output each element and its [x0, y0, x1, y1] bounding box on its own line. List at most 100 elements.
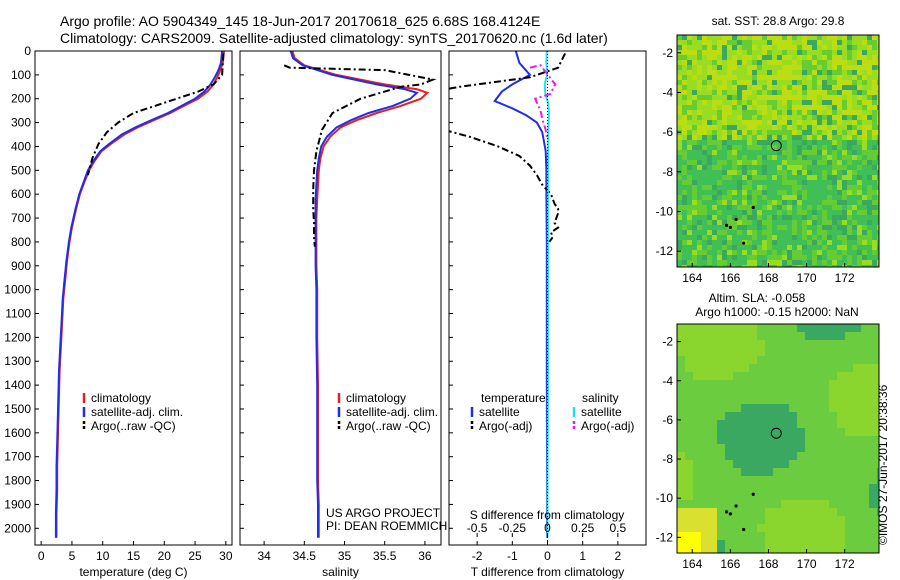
- y-tick-label: -4: [662, 86, 673, 100]
- top-x-tick-label: -0.5: [467, 521, 488, 535]
- x-tick-label: 170: [797, 271, 817, 285]
- map-title-line-2: Argo h1000: -0.15 h2000: NaN: [695, 305, 858, 319]
- series-line-1: [291, 51, 430, 538]
- map-frame: [676, 34, 880, 268]
- map-title-line-1: sat. SST: 28.8 Argo: 29.8: [712, 14, 845, 28]
- legend-label-4: Argo(-adj): [581, 419, 634, 433]
- x-tick-label: -2: [472, 549, 483, 563]
- x-tick-label: 164: [682, 557, 702, 571]
- y-tick-label: -4: [662, 374, 673, 388]
- y-tick-label: 400: [11, 139, 31, 153]
- float-position: [734, 217, 738, 222]
- x-tick-label: 25: [188, 549, 202, 563]
- y-tick-label: -12: [656, 530, 674, 544]
- profile-location-marker: [770, 427, 782, 439]
- legend-label-1: climatology: [91, 391, 151, 405]
- y-tick-label: 1400: [4, 378, 31, 392]
- y-tick-label: 800: [11, 235, 31, 249]
- x-tick-label: 172: [835, 271, 855, 285]
- legend-label-2: satellite-adj. clim.: [346, 405, 438, 419]
- float-position: [742, 241, 746, 245]
- x-tick-label: 168: [758, 557, 778, 571]
- x-axis-label: salinity: [322, 565, 359, 579]
- heatmap-cells: [677, 35, 879, 267]
- header-line-2: Climatology: CARS2009. Satellite-adjuste…: [60, 30, 608, 46]
- legend-group-temperature: temperature: [481, 391, 546, 405]
- y-tick-label: 100: [11, 68, 31, 82]
- heatmap-cells: [677, 324, 879, 553]
- map-frame: [676, 323, 880, 554]
- x-tick-label: 172: [835, 557, 855, 571]
- series-line-4: [529, 64, 557, 138]
- x-tick-label: 34.5: [293, 549, 317, 563]
- y-tick-label: 1100: [5, 307, 31, 321]
- x-axis-label: temperature (deg C): [79, 565, 187, 579]
- x-tick-label: 170: [797, 557, 817, 571]
- series-line-3: [543, 51, 550, 538]
- y-tick-label: 600: [11, 187, 31, 201]
- y-tick-label: -6: [662, 125, 673, 139]
- x-tick-label: 2: [615, 549, 622, 563]
- x-tick-label: 0: [544, 549, 551, 563]
- y-tick-label: 2000: [4, 521, 31, 535]
- x-axis-label: T difference from climatology: [471, 565, 625, 579]
- y-tick-label: -8: [662, 452, 673, 466]
- legend-label-1: climatology: [346, 391, 406, 405]
- y-tick-label: 500: [11, 163, 31, 177]
- profile-location-marker: [770, 140, 782, 152]
- x-tick-label: 15: [127, 549, 141, 563]
- y-tick-label: 1300: [4, 354, 31, 368]
- y-tick-label: 300: [11, 116, 31, 130]
- y-tick-label: 1500: [4, 402, 31, 416]
- float-position: [751, 492, 755, 496]
- map-panel-1: 164 166 168 170 172 -2 -4 -6 -8 -10 -12 sat. SST: 2…: [656, 14, 880, 285]
- header-line-1: Argo profile: AO 5904349_145 18-Jun-2017…: [60, 13, 541, 29]
- x-tick-label: 166: [720, 557, 740, 571]
- x-tick-label: 35.5: [373, 549, 397, 563]
- y-tick-label: -2: [662, 46, 673, 60]
- x-tick-label: -1: [507, 549, 518, 563]
- top-x-axis-label: S difference from climatology: [470, 508, 625, 522]
- x-tick-label: 36: [418, 549, 432, 563]
- y-tick-label: 700: [11, 211, 31, 225]
- series-line-1: [493, 51, 549, 538]
- top-x-tick-label: 0.5: [610, 521, 627, 535]
- float-position: [724, 510, 729, 514]
- legend-label-3: Argo(..raw -QC): [91, 419, 176, 433]
- annotation-line-2: PI: DEAN ROEMMICH: [326, 519, 447, 533]
- y-tick-label: 1900: [4, 497, 31, 511]
- map-title-line-1: Altim. SLA: -0.058: [709, 291, 806, 305]
- x-tick-label: 30: [219, 549, 233, 563]
- y-tick-label: 1600: [4, 426, 31, 440]
- x-tick-label: 166: [720, 271, 740, 285]
- y-tick-label: 1800: [4, 474, 31, 488]
- x-tick-label: 0: [38, 549, 45, 563]
- y-tick-label: -8: [662, 165, 673, 179]
- timestamp-stamp: ©IMOS 27-Jun-2017 20:38:36: [876, 384, 890, 545]
- float-position: [728, 512, 732, 516]
- y-tick-label: -6: [662, 413, 673, 427]
- y-tick-label: -10: [656, 491, 674, 505]
- y-tick-label: 1000: [4, 283, 31, 297]
- series-line-1: [55, 51, 225, 538]
- x-tick-label: 5: [69, 549, 76, 563]
- series-line-2: [449, 52, 566, 243]
- plot-frame: [239, 50, 442, 546]
- map-panel-2: 164 166 168 170 172 -2 -4 -6 -8 -10 -12 Altim. SLA:…: [656, 291, 880, 571]
- top-x-tick-label: -0.25: [499, 521, 527, 535]
- y-tick-label: 0: [24, 44, 31, 58]
- top-x-tick-label: 0.25: [571, 521, 595, 535]
- profile-panel-3: -2 -1 0 1 2 T difference from climatology -0.5…: [448, 50, 647, 579]
- y-tick-label: -2: [662, 335, 673, 349]
- series-line-3: [86, 53, 225, 176]
- legend-label-3: satellite: [581, 405, 622, 419]
- y-tick-label: 900: [11, 259, 31, 273]
- float-position: [742, 527, 746, 532]
- x-tick-label: 10: [96, 549, 110, 563]
- series-line-2: [289, 51, 419, 538]
- annotation-line-1: US ARGO PROJECT: [326, 506, 441, 520]
- float-position: [734, 504, 738, 508]
- float-position: [724, 223, 729, 227]
- y-tick-label: 1700: [4, 450, 31, 464]
